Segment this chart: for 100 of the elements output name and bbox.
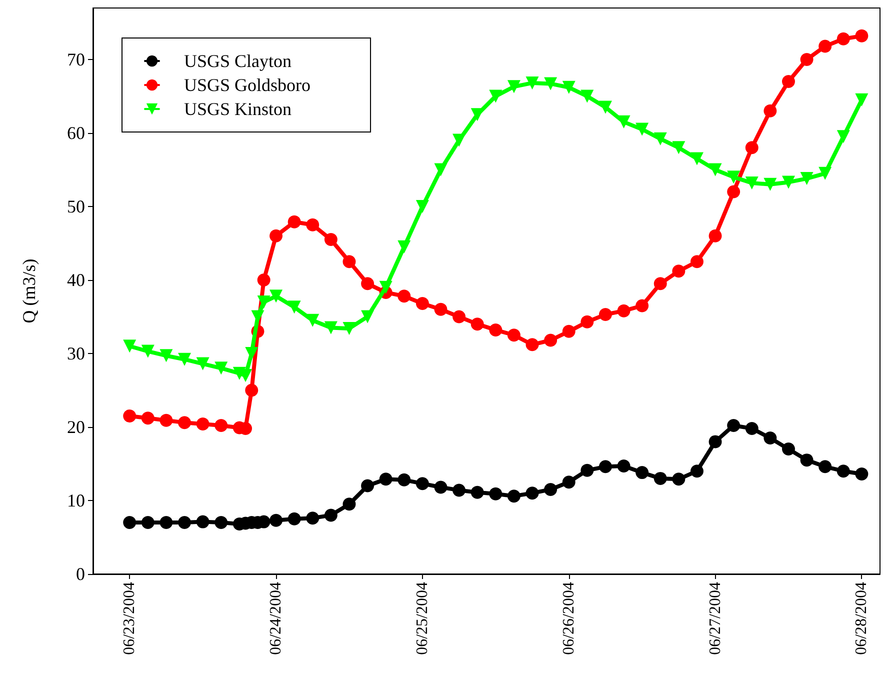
point — [836, 32, 850, 46]
y-tick-label: 0 — [76, 564, 85, 584]
point — [416, 477, 429, 490]
x-tick-label: 06/25/2004 — [414, 582, 431, 655]
point — [580, 315, 594, 328]
point — [672, 472, 686, 486]
point — [855, 468, 868, 481]
point — [196, 418, 210, 431]
point — [764, 104, 777, 118]
point — [379, 280, 392, 294]
y-tick-label: 30 — [67, 343, 85, 364]
point — [818, 460, 832, 474]
point — [782, 442, 795, 456]
point — [214, 419, 228, 432]
point — [580, 90, 594, 103]
y-tick-label: 50 — [67, 196, 85, 216]
point — [160, 516, 173, 530]
point — [764, 178, 777, 191]
point — [434, 302, 448, 316]
point — [452, 484, 466, 497]
point — [342, 322, 356, 335]
point — [654, 472, 667, 485]
point — [836, 130, 850, 144]
point — [800, 172, 814, 186]
point — [416, 200, 429, 213]
point — [489, 323, 502, 336]
point — [544, 77, 558, 90]
point — [452, 310, 466, 324]
point — [855, 29, 868, 42]
x-tick-label: 06/27/2004 — [706, 582, 724, 655]
point — [708, 229, 722, 242]
point — [489, 487, 502, 500]
point — [489, 90, 502, 103]
point — [288, 300, 301, 314]
point — [470, 318, 484, 331]
point — [288, 512, 301, 526]
point — [526, 486, 539, 500]
point — [672, 141, 686, 154]
point — [452, 134, 466, 147]
point — [617, 459, 630, 472]
point — [727, 185, 740, 198]
y-axis-title: Q (m3/s) — [19, 258, 39, 324]
point — [562, 324, 576, 338]
point — [507, 80, 520, 94]
point — [306, 218, 320, 232]
point — [782, 176, 795, 189]
legend-label: USGS Clayton — [184, 51, 292, 71]
point — [507, 328, 520, 342]
point — [160, 414, 173, 427]
point — [214, 516, 228, 530]
x-tick-label: 06/23/2004 — [121, 582, 138, 655]
point — [196, 515, 210, 528]
point — [636, 299, 649, 312]
y-tick-label: 20 — [67, 416, 85, 437]
point — [526, 338, 539, 352]
y-tick-label: 10 — [67, 490, 85, 510]
legend-label: USGS Kinston — [184, 99, 292, 119]
point — [361, 277, 374, 290]
point — [617, 304, 630, 318]
point — [598, 100, 612, 114]
point — [178, 416, 192, 430]
point — [324, 508, 338, 522]
point — [470, 486, 484, 499]
point — [270, 514, 283, 527]
legend-label: USGS Goldsboro — [184, 75, 311, 95]
point — [342, 498, 356, 511]
point — [562, 80, 576, 94]
point — [855, 93, 868, 106]
point — [306, 512, 320, 525]
point — [727, 419, 740, 432]
point — [141, 344, 154, 358]
point — [708, 435, 722, 448]
point — [123, 516, 136, 530]
point — [764, 432, 777, 445]
point — [361, 479, 374, 492]
point — [562, 476, 576, 489]
point — [654, 277, 667, 290]
point — [257, 273, 270, 286]
point — [782, 75, 795, 88]
x-tick-label: 06/28/2004 — [853, 582, 870, 655]
point — [690, 464, 704, 478]
point — [745, 176, 758, 190]
point — [398, 240, 411, 254]
point — [196, 357, 210, 370]
x-tick-label: 06/26/2004 — [560, 582, 578, 655]
point — [141, 516, 154, 530]
point — [398, 290, 411, 303]
point — [214, 362, 228, 375]
point — [800, 454, 814, 467]
point — [836, 464, 850, 478]
point — [654, 132, 667, 146]
point — [617, 115, 630, 128]
point — [178, 352, 192, 366]
point — [708, 163, 722, 176]
point — [361, 310, 374, 324]
point — [324, 321, 338, 334]
point — [690, 255, 704, 268]
point — [727, 170, 740, 184]
point — [598, 460, 612, 474]
point — [398, 473, 411, 486]
